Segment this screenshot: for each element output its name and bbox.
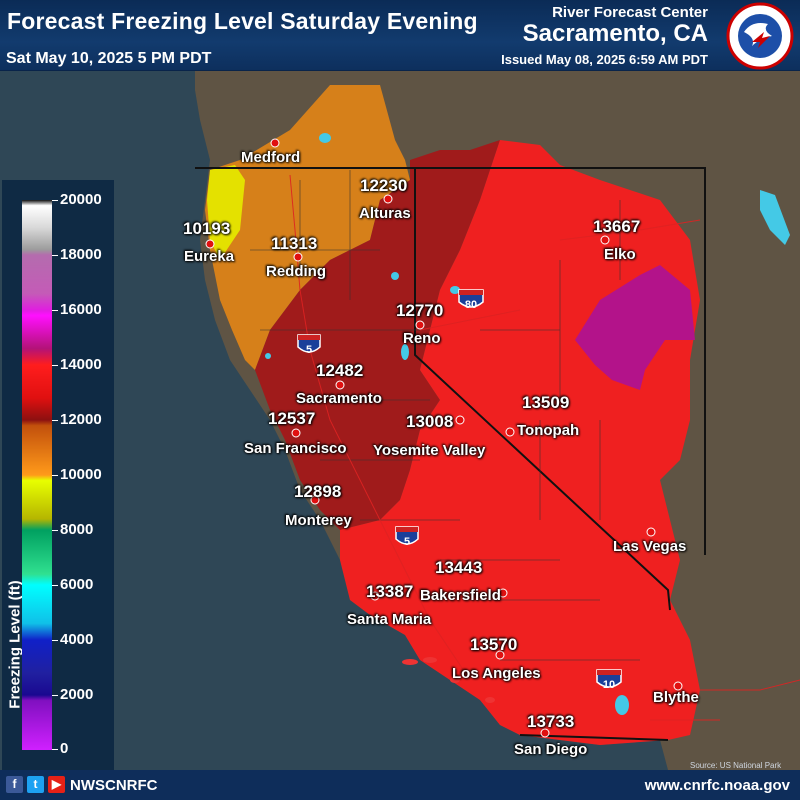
station-losangeles-name: Los Angeles bbox=[452, 665, 541, 682]
station-redding-name: Redding bbox=[266, 263, 326, 280]
station-reno-value: 12770 bbox=[396, 301, 444, 320]
footer-bar bbox=[0, 770, 800, 800]
legend-colorbar bbox=[22, 200, 52, 750]
station-redding-value: 11313 bbox=[271, 234, 318, 253]
highway-5-south-number: 5 bbox=[404, 536, 410, 548]
page-title: Forecast Freezing Level Saturday Evening bbox=[7, 8, 478, 34]
station-eureka-value: 10193 bbox=[183, 219, 231, 238]
station-santamaria-value: 13387 bbox=[366, 582, 414, 601]
station-bakersfield-name: Bakersfield bbox=[420, 587, 501, 604]
station-tonopah-name: Tonopah bbox=[517, 422, 580, 439]
legend-panel: Freezing Level (ft) bbox=[2, 180, 114, 770]
station-sandiego-name: San Diego bbox=[514, 741, 588, 758]
legend-tick-6000: 6000 bbox=[60, 576, 94, 593]
valid-time: Sat May 10, 2025 5 PM PDT bbox=[6, 50, 212, 67]
legend-tick-10000: 10000 bbox=[60, 466, 102, 483]
station-santamaria-name: Santa Maria bbox=[347, 611, 432, 628]
station-yosemite-name: Yosemite Valley bbox=[373, 442, 486, 459]
legend-tick-4000: 4000 bbox=[60, 631, 94, 648]
station-monterey-value: 12898 bbox=[294, 482, 342, 501]
facebook-icon[interactable]: f bbox=[6, 776, 23, 793]
issued-time: Issued May 08, 2025 6:59 AM PDT bbox=[501, 52, 708, 67]
contour-darkred bbox=[255, 140, 500, 530]
contour-red bbox=[340, 140, 700, 745]
station-lasvegas-name: Las Vegas bbox=[613, 538, 687, 555]
station-monterey-name: Monterey bbox=[285, 512, 352, 529]
station-tonopah-value: 13509 bbox=[522, 393, 570, 412]
legend-tick-8000: 8000 bbox=[60, 521, 94, 538]
station-alturas-name: Alturas bbox=[359, 205, 411, 222]
station-reno-name: Reno bbox=[403, 330, 441, 347]
legend-title: Freezing Level (ft) bbox=[6, 580, 24, 709]
station-sanfrancisco-value: 12537 bbox=[268, 409, 316, 428]
interstate-shields: 5 80 5 10 bbox=[297, 289, 622, 691]
station-blythe-name: Blythe bbox=[653, 689, 699, 706]
station-sandiego-value: 13733 bbox=[527, 712, 575, 731]
highway-10-number: 10 bbox=[603, 679, 615, 691]
agency-location: Sacramento, CA bbox=[522, 20, 708, 47]
legend-tick-20000: 20000 bbox=[60, 191, 102, 208]
station-elko-name: Elko bbox=[604, 246, 636, 263]
station-yosemite-value: 13008 bbox=[406, 412, 454, 431]
legend-tick-12000: 12000 bbox=[60, 411, 102, 428]
station-medford-name: Medford bbox=[241, 149, 301, 166]
social-handle[interactable]: NWSCNRFC bbox=[70, 777, 158, 794]
twitter-icon[interactable]: t bbox=[27, 776, 44, 793]
station-losangeles-value: 13570 bbox=[470, 635, 518, 654]
youtube-icon[interactable]: ▶ bbox=[48, 776, 65, 793]
legend-tick-16000: 16000 bbox=[60, 301, 102, 318]
station-elko-value: 13667 bbox=[593, 217, 641, 236]
station-eureka-name: Eureka bbox=[184, 248, 235, 265]
legend-tick-2000: 2000 bbox=[60, 686, 94, 703]
legend-tick-0: 0 bbox=[60, 740, 69, 757]
contour-orange bbox=[205, 85, 410, 370]
contour-yellow bbox=[207, 165, 245, 260]
station-alturas-value: 12230 bbox=[360, 176, 408, 195]
legend-tick-18000: 18000 bbox=[60, 246, 102, 263]
station-sacramento-value: 12482 bbox=[316, 361, 364, 380]
station-sanfrancisco-name: San Francisco bbox=[244, 440, 347, 457]
contour-magenta bbox=[575, 265, 695, 390]
highway-80-number: 80 bbox=[465, 299, 477, 311]
agency-name: River Forecast Center bbox=[552, 4, 708, 21]
legend-tick-14000: 14000 bbox=[60, 356, 102, 373]
website-link[interactable]: www.cnrfc.noaa.gov bbox=[644, 777, 790, 794]
station-bakersfield-value: 13443 bbox=[435, 558, 483, 577]
station-sacramento-name: Sacramento bbox=[296, 390, 382, 407]
header-banner: Forecast Freezing Level Saturday Evening… bbox=[0, 0, 800, 71]
nws-logo[interactable] bbox=[722, 2, 798, 70]
highway-5-north-number: 5 bbox=[306, 344, 312, 356]
